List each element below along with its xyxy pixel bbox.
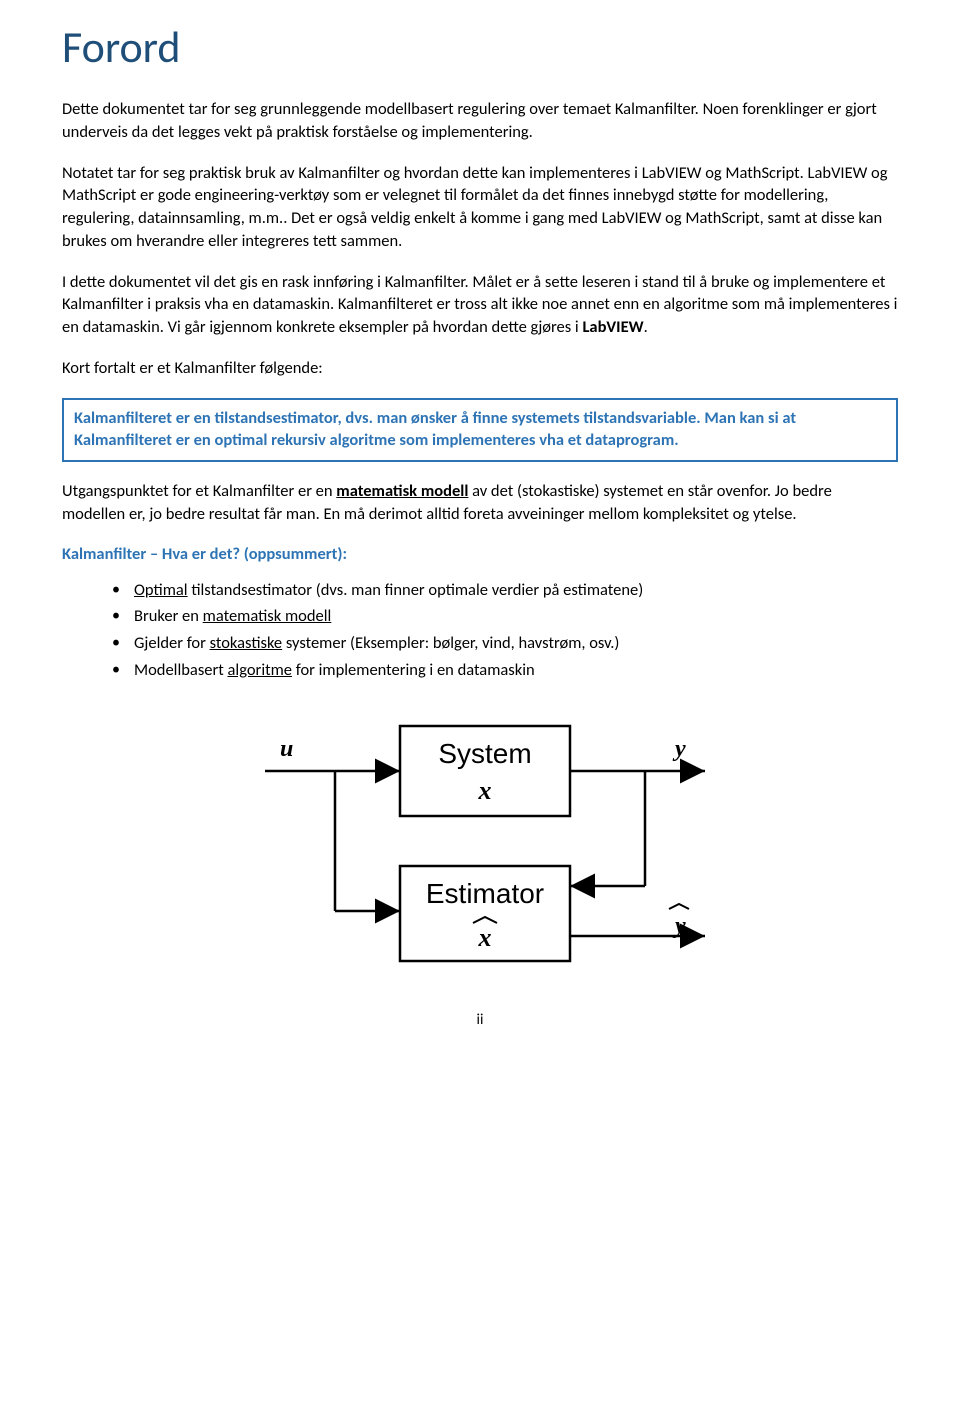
b3-stokastiske: stokastiske xyxy=(210,633,283,653)
paragraph-2: Notatet tar for seg praktisk bruk av Kal… xyxy=(62,162,898,253)
p3-part-c: . xyxy=(644,317,648,337)
b4-a: Modellbasert xyxy=(134,660,228,680)
bullet-3: Gjelder for stokastiske systemer (Eksemp… xyxy=(112,631,898,656)
p5-part-a: Utgangspunktet for et Kalmanfilter er en xyxy=(62,481,336,501)
u-label: u xyxy=(280,736,293,762)
paragraph-1: Dette dokumentet tar for seg grunnleggen… xyxy=(62,98,898,144)
paragraph-4: Kort fortalt er et Kalmanfilter følgende… xyxy=(62,357,898,380)
system-label: System xyxy=(438,738,531,769)
b3-c: systemer (Eksempler: bølger, vind, havst… xyxy=(282,633,619,653)
yhat-caret xyxy=(669,904,689,909)
p3-labview-bold: LabVIEW xyxy=(582,317,643,337)
system-x: x xyxy=(478,776,492,805)
page-number: ii xyxy=(62,1011,898,1029)
bullet-4: Modellbasert algoritme for implementerin… xyxy=(112,658,898,683)
diagram-container: System x Estimator x u y y xyxy=(62,711,898,981)
paragraph-5: Utgangspunktet for et Kalmanfilter er en… xyxy=(62,480,898,526)
bullet-1: Optimal tilstandsestimator (dvs. man fin… xyxy=(112,578,898,603)
b3-a: Gjelder for xyxy=(134,633,210,653)
b1-optimal: Optimal xyxy=(134,580,188,600)
estimator-label: Estimator xyxy=(426,878,544,909)
callout-box: Kalmanfilteret er en tilstandsestimator,… xyxy=(62,398,898,463)
y-label: y xyxy=(672,736,686,762)
p5-math-model: matematisk modell xyxy=(336,481,468,501)
bullet-list: Optimal tilstandsestimator (dvs. man fin… xyxy=(62,578,898,683)
b1-rest: tilstandsestimator (dvs. man finner opti… xyxy=(188,580,644,600)
system-estimator-diagram: System x Estimator x u y y xyxy=(245,711,715,981)
yhat-label: y xyxy=(672,913,686,939)
b2-model: matematisk modell xyxy=(203,606,332,626)
page-title: Forord xyxy=(62,20,898,74)
bullet-2: Bruker en matematisk modell xyxy=(112,604,898,629)
paragraph-3: I dette dokumentet vil det gis en rask i… xyxy=(62,271,898,339)
estimator-xhat: x xyxy=(478,923,492,952)
subheading: Kalmanfilter – Hva er det? (oppsummert): xyxy=(62,544,898,564)
p3-part-a: I dette dokumentet vil det gis en rask i… xyxy=(62,272,897,338)
b4-c: for implementering i en datamaskin xyxy=(292,660,535,680)
b4-algoritme: algoritme xyxy=(228,660,293,680)
b2-a: Bruker en xyxy=(134,606,203,626)
callout-text: Kalmanfilteret er en tilstandsestimator,… xyxy=(74,407,886,453)
